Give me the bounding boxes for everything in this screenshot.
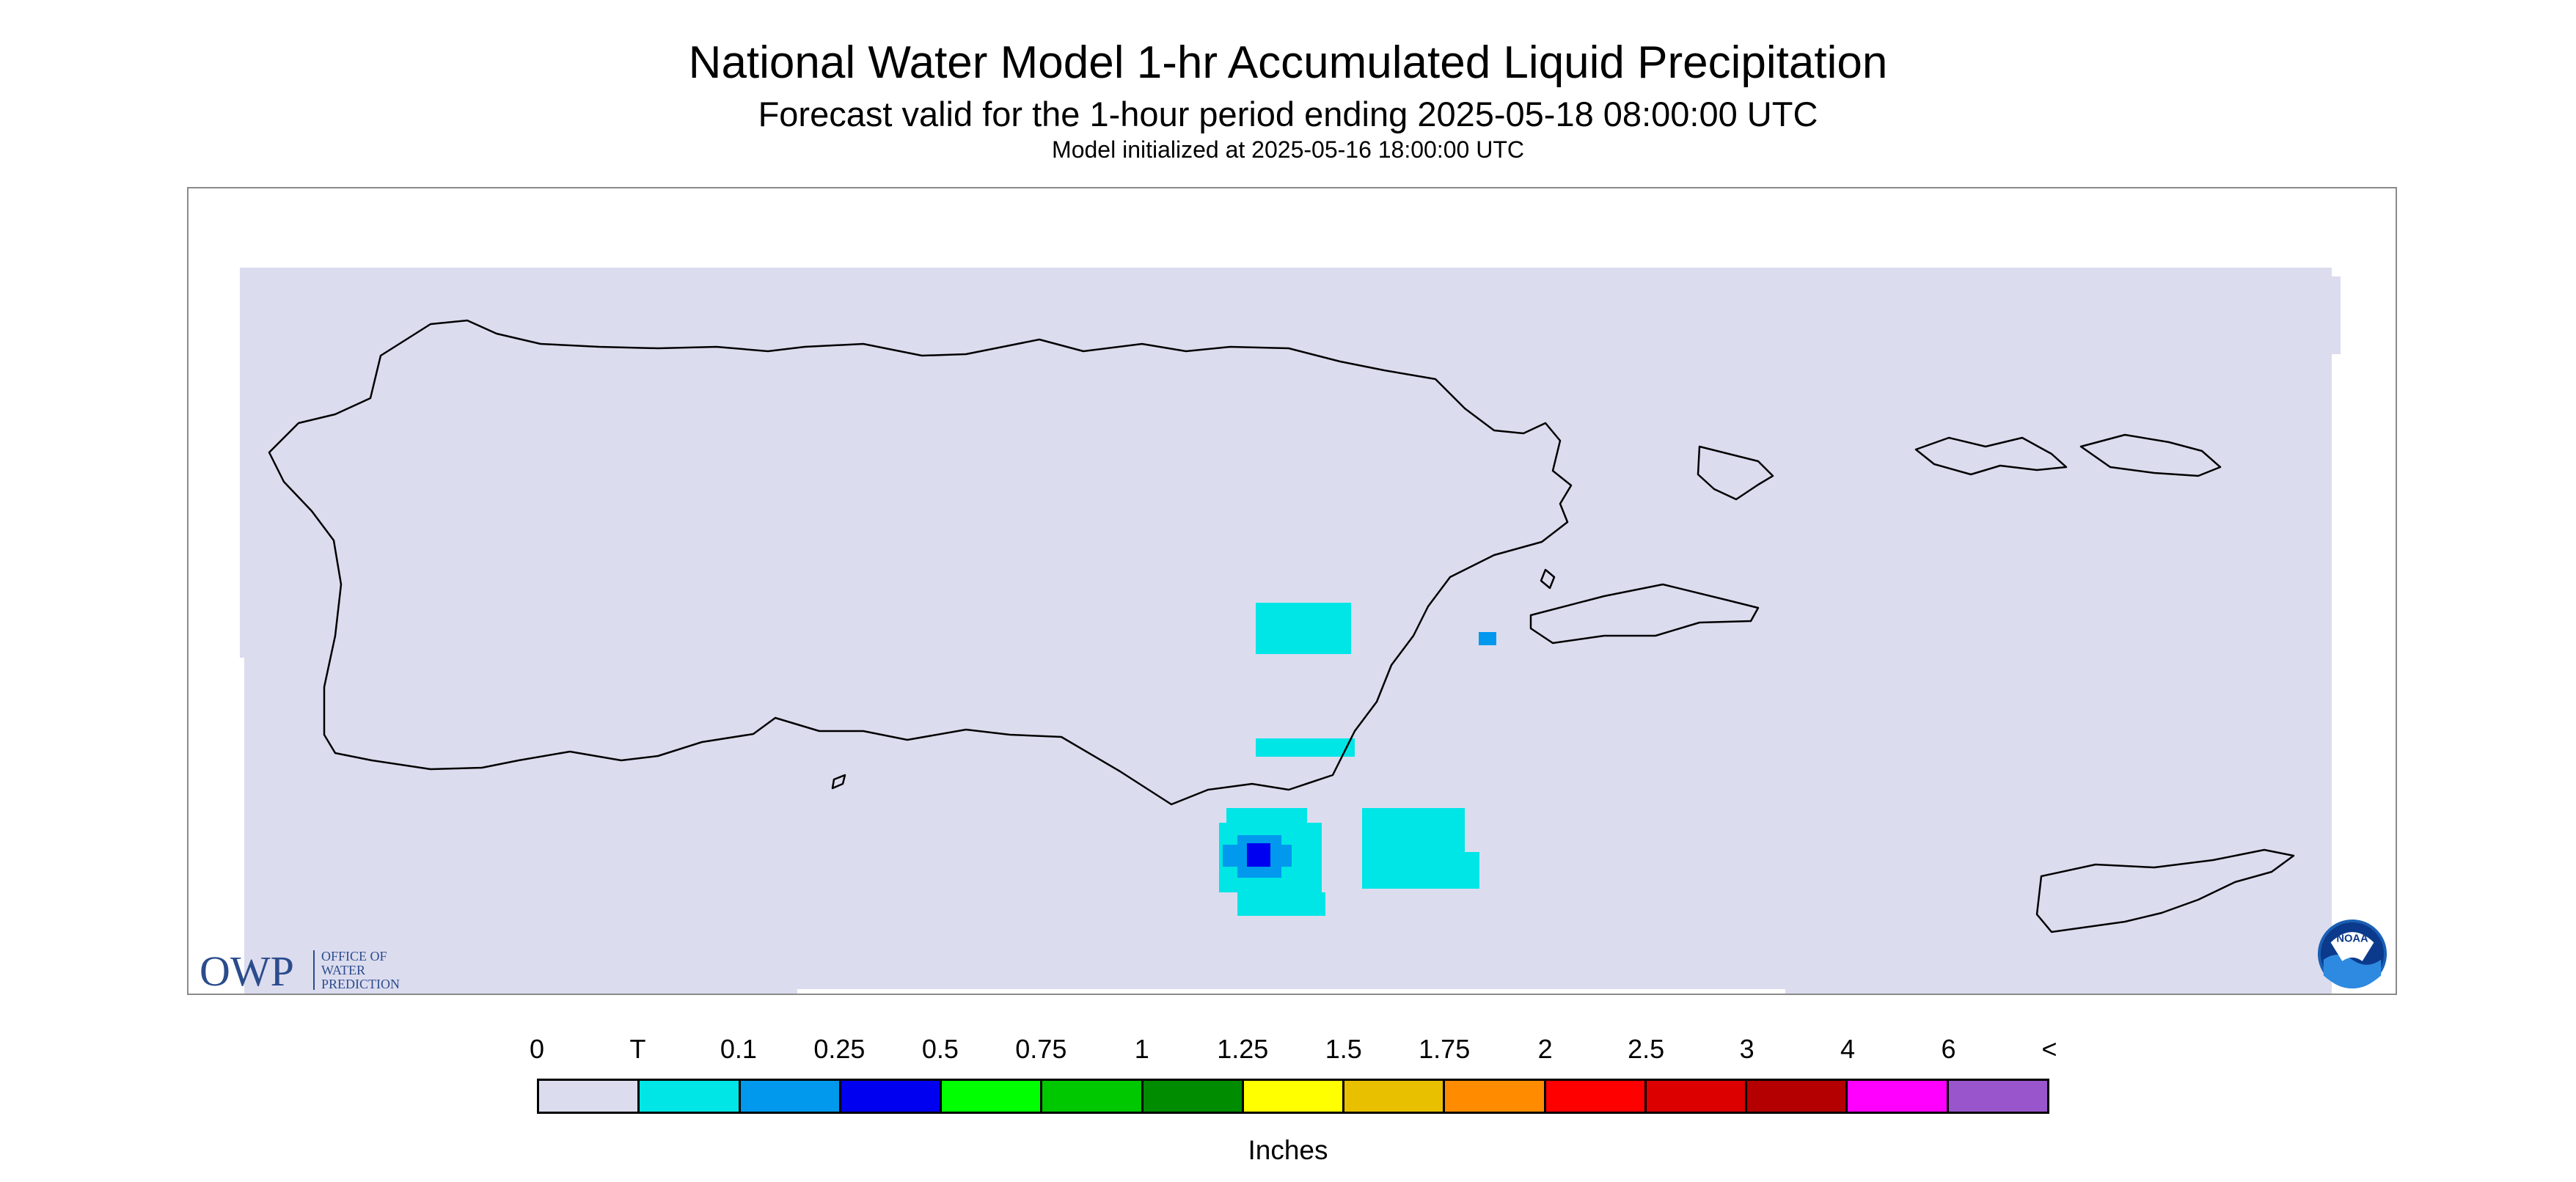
precip-cell-trace bbox=[1362, 852, 1479, 889]
precip-cell-trace bbox=[1256, 603, 1351, 654]
legend-swatch-2 bbox=[740, 1081, 841, 1112]
legend-swatch-14 bbox=[1948, 1081, 2047, 1112]
legend-tick-label: 0.5 bbox=[921, 1034, 959, 1064]
legend-tick-label: 6 bbox=[1941, 1034, 1956, 1064]
map-panel bbox=[187, 187, 2397, 995]
caja-de-muertos-coast bbox=[831, 774, 846, 790]
precip-cells bbox=[1219, 603, 1496, 916]
legend-tick-label: 2 bbox=[1537, 1034, 1553, 1064]
culebra-coast bbox=[1697, 445, 1774, 501]
precip-cell-tenth bbox=[1479, 632, 1496, 645]
legend-tick-label: 1.25 bbox=[1217, 1034, 1269, 1064]
vieques-coast bbox=[1529, 583, 1760, 645]
owp-logo-word-1: OFFICE OF bbox=[321, 949, 387, 963]
culebrita-islet bbox=[1540, 568, 1556, 590]
legend-swatch-10 bbox=[1545, 1081, 1647, 1112]
legend-tick-label: 1.75 bbox=[1419, 1034, 1471, 1064]
precip-cell-trace bbox=[1256, 738, 1355, 757]
legend-tick-label: < bbox=[2041, 1034, 2057, 1064]
legend-tick-label: 2.5 bbox=[1628, 1034, 1665, 1064]
coastlines bbox=[268, 319, 2295, 933]
legend-tick-label: 3 bbox=[1739, 1034, 1754, 1064]
legend-swatch-3 bbox=[841, 1081, 943, 1112]
precip-cell-trace bbox=[1237, 892, 1325, 916]
noaa-logo: NOAA bbox=[2317, 919, 2387, 989]
legend-swatch-8 bbox=[1344, 1081, 1446, 1112]
st-john-coast bbox=[2079, 433, 2222, 477]
owp-logo: OWP OFFICE OF WATER PREDICTION bbox=[200, 947, 400, 993]
owp-logo-word-2: WATER bbox=[321, 963, 365, 977]
legend-tick-label: T bbox=[629, 1034, 646, 1064]
legend-swatch-9 bbox=[1445, 1081, 1546, 1112]
map-title: National Water Model 1-hr Accumulated Li… bbox=[688, 37, 1888, 88]
owp-logo-word-3: PREDICTION bbox=[321, 977, 400, 991]
noaa-logo-text: NOAA bbox=[2336, 933, 2368, 944]
map-subtitle: Forecast valid for the 1-hour period end… bbox=[758, 95, 1818, 133]
legend-swatch-0 bbox=[539, 1081, 640, 1112]
model-init-line: Model initialized at 2025-05-16 18:00:00… bbox=[1052, 136, 1524, 163]
legend-labels: 0 T 0.1 0.25 0.5 0.75 1 1.25 1.5 1.75 2 2.5 3 4 6 < bbox=[0, 1034, 2576, 1066]
legend-swatch-11 bbox=[1646, 1081, 1748, 1112]
legend-swatch-1 bbox=[640, 1081, 741, 1112]
legend-units: Inches bbox=[1248, 1135, 1328, 1165]
legend-tick-label: 1 bbox=[1134, 1034, 1149, 1064]
legend-swatch-7 bbox=[1243, 1081, 1345, 1112]
st-thomas-coast bbox=[1914, 436, 2068, 476]
legend-tick-label: 4 bbox=[1840, 1034, 1856, 1064]
legend-swatch-6 bbox=[1143, 1081, 1244, 1112]
precip-map bbox=[240, 268, 2341, 994]
owp-logo-mark: OWP bbox=[200, 947, 294, 993]
legend-tick-label: 1.5 bbox=[1325, 1034, 1362, 1064]
legend-swatch-13 bbox=[1848, 1081, 1949, 1112]
legend-colorbar bbox=[537, 1079, 2049, 1114]
st-croix-coast bbox=[2035, 848, 2295, 933]
legend-swatch-5 bbox=[1042, 1081, 1144, 1112]
legend-swatch-4 bbox=[942, 1081, 1043, 1112]
puerto-rico-coast bbox=[268, 319, 1573, 806]
precip-cell-trace bbox=[1362, 808, 1465, 852]
precip-cell-quarter bbox=[1247, 843, 1270, 867]
legend-tick-label: 0.25 bbox=[813, 1034, 866, 1064]
legend-tick-label: 0 bbox=[529, 1034, 545, 1064]
legend-tick-label: 0.1 bbox=[720, 1034, 757, 1064]
legend-swatch-12 bbox=[1747, 1081, 1848, 1112]
legend-tick-label: 0.75 bbox=[1015, 1034, 1067, 1064]
